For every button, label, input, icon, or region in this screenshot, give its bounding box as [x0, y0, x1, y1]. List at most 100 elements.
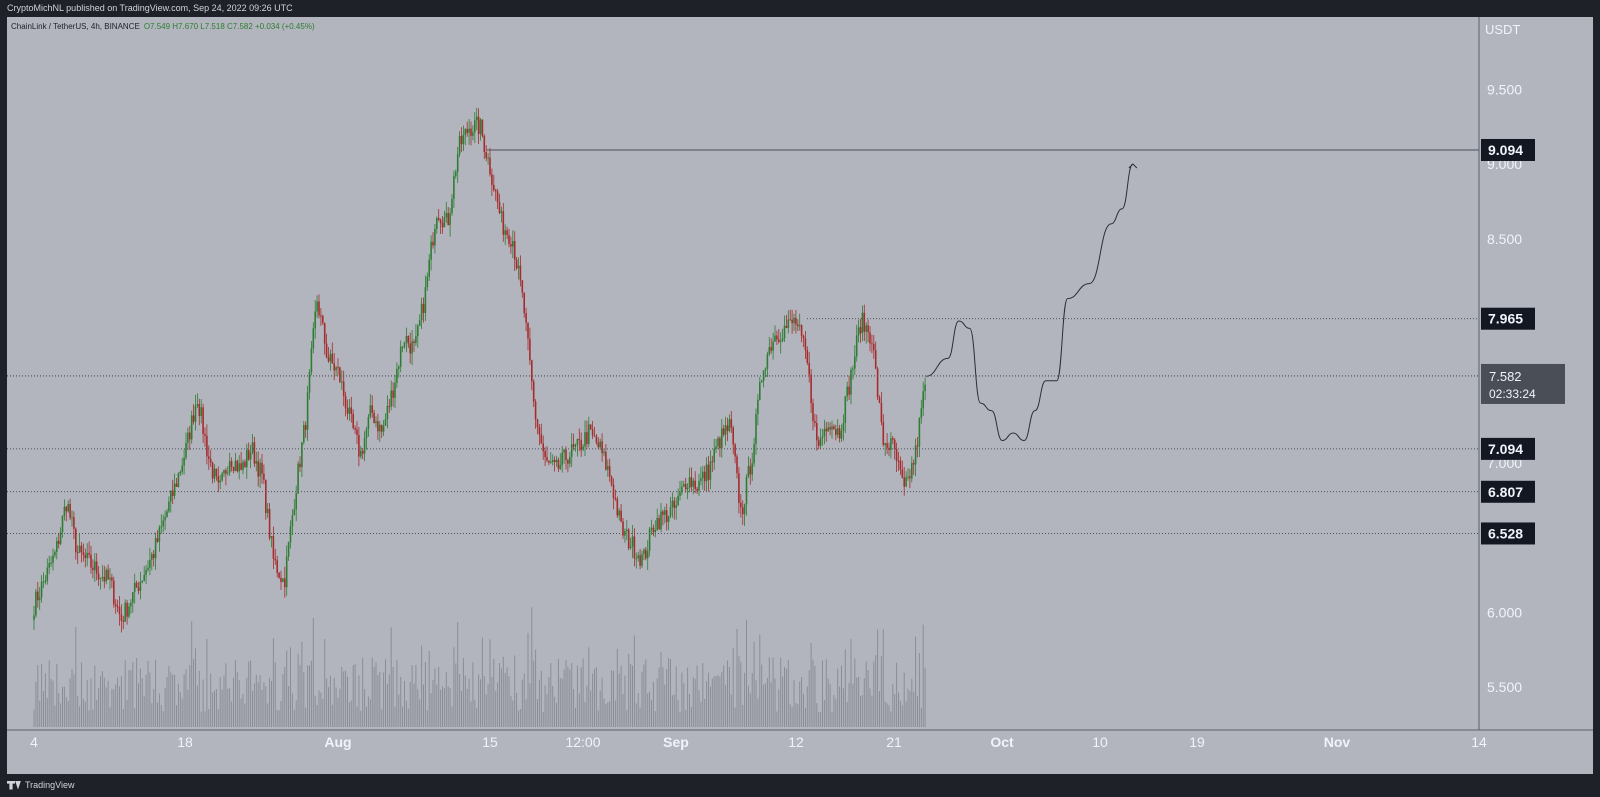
volume-bar [736, 628, 738, 727]
candle-body [415, 336, 417, 343]
volume-bar [742, 704, 744, 727]
volume-bar [668, 658, 670, 727]
candle-body [394, 382, 396, 398]
candle-body [626, 529, 628, 532]
candle-body [430, 241, 432, 260]
price-chart[interactable]: ChainLink / TetherUS, 4h, BINANCE O7.549 … [7, 17, 1593, 774]
projection-drawing[interactable] [926, 163, 1138, 442]
volume-bar [143, 696, 145, 727]
volume-bar [660, 651, 662, 727]
volume-bar [339, 688, 341, 727]
volume-bar [443, 688, 445, 727]
volume-bar [221, 689, 223, 727]
volume-bar [651, 700, 652, 727]
volume-bar [312, 617, 314, 727]
candle-body [105, 569, 107, 582]
candle-body [690, 477, 693, 487]
level-price-value: 7.965 [1488, 311, 1523, 327]
volume-bar [81, 662, 82, 727]
candle-body [574, 444, 577, 447]
volume-bar [822, 660, 823, 727]
time-tick-label: 14 [1471, 734, 1487, 750]
tradingview-logo[interactable]: TradingView [7, 780, 75, 790]
volume-bar [768, 657, 770, 727]
candle-body [550, 461, 552, 463]
candle-body [601, 441, 603, 454]
volume-bar [101, 671, 103, 727]
volume-bar [576, 665, 578, 727]
candle-body [377, 421, 379, 432]
volume-bar [299, 665, 301, 727]
candle-body [392, 390, 394, 398]
candle-body [215, 468, 218, 476]
time-axis[interactable]: 4 18 Aug 15 12:00 Sep 12 21 Oct 10 19 Nov 14 [30, 734, 1487, 750]
volume-bar [546, 694, 548, 727]
candle-body [204, 433, 206, 436]
volume-bar [614, 700, 616, 727]
candle-body [783, 325, 786, 339]
volume-bar [373, 666, 375, 727]
candle-body [863, 312, 866, 332]
candle-body [578, 438, 581, 441]
volume-bar [261, 689, 263, 727]
volume-bar [255, 674, 257, 727]
candle-body [833, 426, 835, 430]
candle-body [702, 471, 704, 479]
volume-bar [265, 686, 267, 727]
candle-body [529, 338, 531, 361]
candle-body [280, 577, 282, 582]
volume-bar [865, 661, 867, 727]
candle-body [363, 438, 366, 454]
candle-body [221, 473, 223, 481]
candle-body [724, 425, 727, 435]
volume-bar [888, 704, 890, 727]
volume-bar [267, 703, 269, 727]
volume-bar [521, 679, 523, 727]
candle-body [181, 465, 183, 472]
candle-body [546, 457, 548, 461]
candle-body [396, 368, 398, 383]
volume-bar [478, 674, 480, 727]
candle-body [417, 325, 419, 337]
volume-bar [360, 710, 362, 727]
time-tick-label: Aug [324, 734, 351, 750]
volume-bar [594, 668, 595, 727]
candle-body [177, 473, 180, 487]
volume-bar [381, 709, 383, 727]
volume-bar [907, 688, 909, 727]
candle-body [582, 446, 584, 450]
candle-body [808, 362, 810, 375]
candle-body [852, 368, 854, 370]
candle-body [741, 507, 744, 515]
candle-body [149, 559, 151, 568]
volume-bar [305, 707, 307, 727]
volume-bar [635, 703, 637, 727]
volume-bar [219, 677, 221, 727]
candle-body [428, 259, 430, 277]
volume-bar [829, 684, 831, 727]
volume-bar [782, 676, 784, 727]
candle-body [734, 444, 736, 457]
volume-bar [63, 686, 65, 727]
volume-bar [208, 708, 210, 727]
volume-bar [383, 672, 385, 727]
candle-body [572, 444, 575, 447]
projection-arrowhead [1128, 163, 1138, 169]
volume-bar [183, 674, 185, 727]
time-tick-label: 15 [482, 734, 498, 750]
volume-bar [233, 677, 234, 727]
level-price-label [1481, 307, 1535, 330]
volume-bar [290, 647, 291, 727]
volume-bar [715, 675, 717, 727]
volume-bar [288, 685, 290, 727]
volume-bar [643, 664, 645, 727]
volume-bar [812, 659, 814, 727]
time-tick-label: 12:00 [565, 734, 600, 750]
volume-bar [791, 707, 793, 727]
candle-body [152, 554, 155, 559]
volume-bar [533, 660, 535, 727]
horizontal-levels[interactable] [7, 149, 1479, 534]
price-tick-label: 9.500 [1487, 81, 1522, 97]
volume-bar [698, 690, 700, 727]
candle-body [57, 540, 60, 544]
